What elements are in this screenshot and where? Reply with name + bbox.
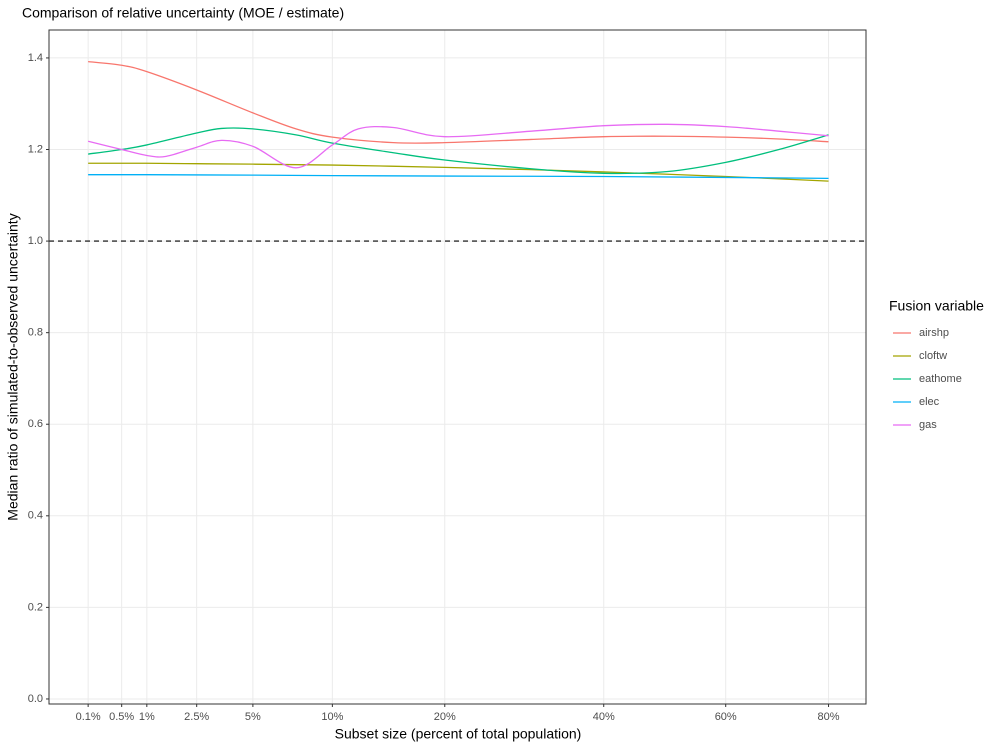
y-tick-label: 1.4	[28, 52, 43, 64]
panel-border	[48, 29, 867, 705]
x-tick-label: 5%	[245, 711, 261, 723]
series-line	[87, 123, 829, 169]
x-tick-label: 10%	[321, 711, 343, 723]
series-line	[88, 127, 829, 175]
x-tick-label: 0.5%	[109, 711, 134, 723]
y-axis-label: Median ratio of simulated-to-observed un…	[5, 213, 21, 520]
x-tick-label: 0.1%	[76, 711, 101, 723]
legend-label: elec	[919, 396, 940, 408]
x-tick-label: 1%	[139, 711, 155, 723]
x-tick-label: 20%	[434, 711, 456, 723]
series-line	[88, 162, 829, 182]
y-tick-label: 1.2	[28, 143, 43, 155]
y-tick-label: 0.8	[28, 327, 43, 339]
y-tick-label: 0.6	[28, 418, 43, 430]
x-tick-label: 40%	[593, 711, 615, 723]
legend-label: gas	[919, 419, 937, 431]
y-tick-label: 0.4	[28, 510, 43, 522]
legend-label: cloftw	[919, 350, 947, 362]
y-tick-label: 0.2	[28, 601, 43, 613]
series-line	[88, 60, 829, 144]
y-tick-label: 0.0	[28, 693, 43, 705]
legend-title: Fusion variable	[889, 298, 984, 314]
series-line	[88, 174, 829, 180]
x-axis-label: Subset size (percent of total population…	[335, 726, 582, 742]
y-tick-label: 1.0	[28, 235, 43, 247]
chart-title: Comparison of relative uncertainty (MOE …	[22, 5, 344, 21]
x-tick-label: 80%	[818, 711, 840, 723]
x-tick-label: 60%	[715, 711, 737, 723]
legend-label: airshp	[919, 327, 949, 339]
legend-label: eathome	[919, 373, 962, 385]
x-tick-label: 2.5%	[184, 711, 209, 723]
